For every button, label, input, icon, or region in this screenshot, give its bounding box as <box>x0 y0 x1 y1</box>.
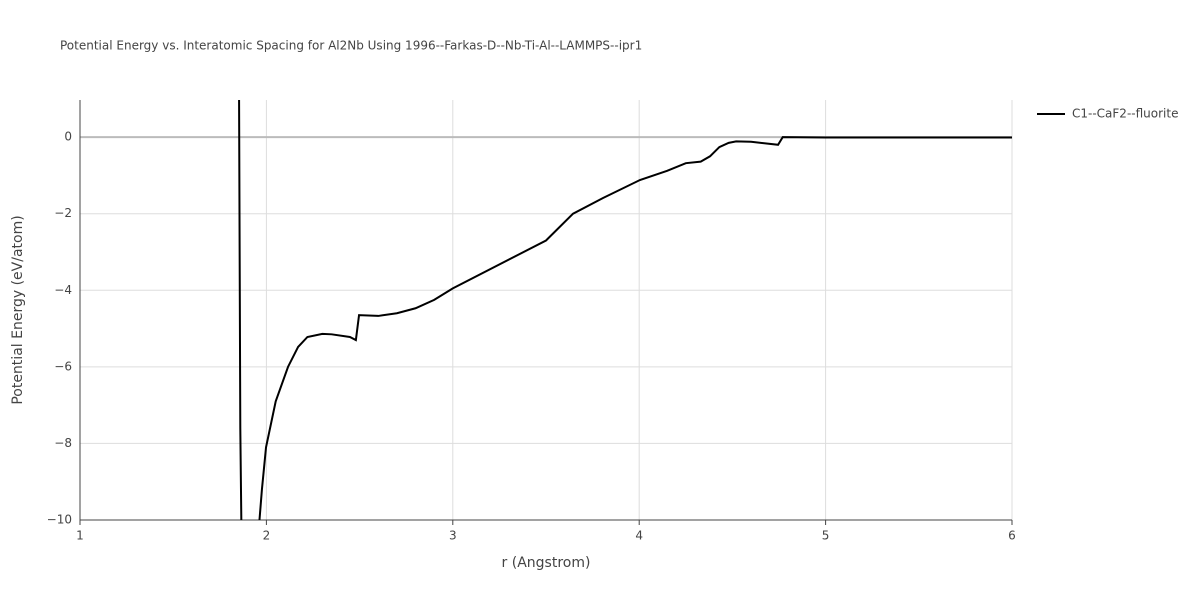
legend-label: C1--CaF2--fluorite <box>1072 107 1178 121</box>
y-tick-label: 0 <box>64 130 72 144</box>
y-tick-label: −4 <box>54 283 72 297</box>
y-tick-label: −2 <box>54 206 72 220</box>
x-tick-label: 1 <box>76 529 84 543</box>
x-tick-label: 3 <box>449 529 457 543</box>
chart-title: Potential Energy vs. Interatomic Spacing… <box>60 39 642 53</box>
x-tick-label: 5 <box>822 529 830 543</box>
plot-layer: 1 2 3 4 5 6 −10 −8 −6 −4 −2 0 C1--CaF2--fluorite <box>47 100 1178 543</box>
data-line <box>238 100 1012 520</box>
y-tick-label: −6 <box>54 359 72 373</box>
x-tick-label: 4 <box>635 529 643 543</box>
y-tick-label: −10 <box>47 513 72 527</box>
x-tick-label: 2 <box>263 529 271 543</box>
y-axis-label: Potential Energy (eV/atom) <box>10 215 26 404</box>
x-axis-label: r (Angstrom) <box>502 555 591 571</box>
x-tick-label: 6 <box>1008 529 1016 543</box>
y-tick-label: −8 <box>54 436 72 450</box>
